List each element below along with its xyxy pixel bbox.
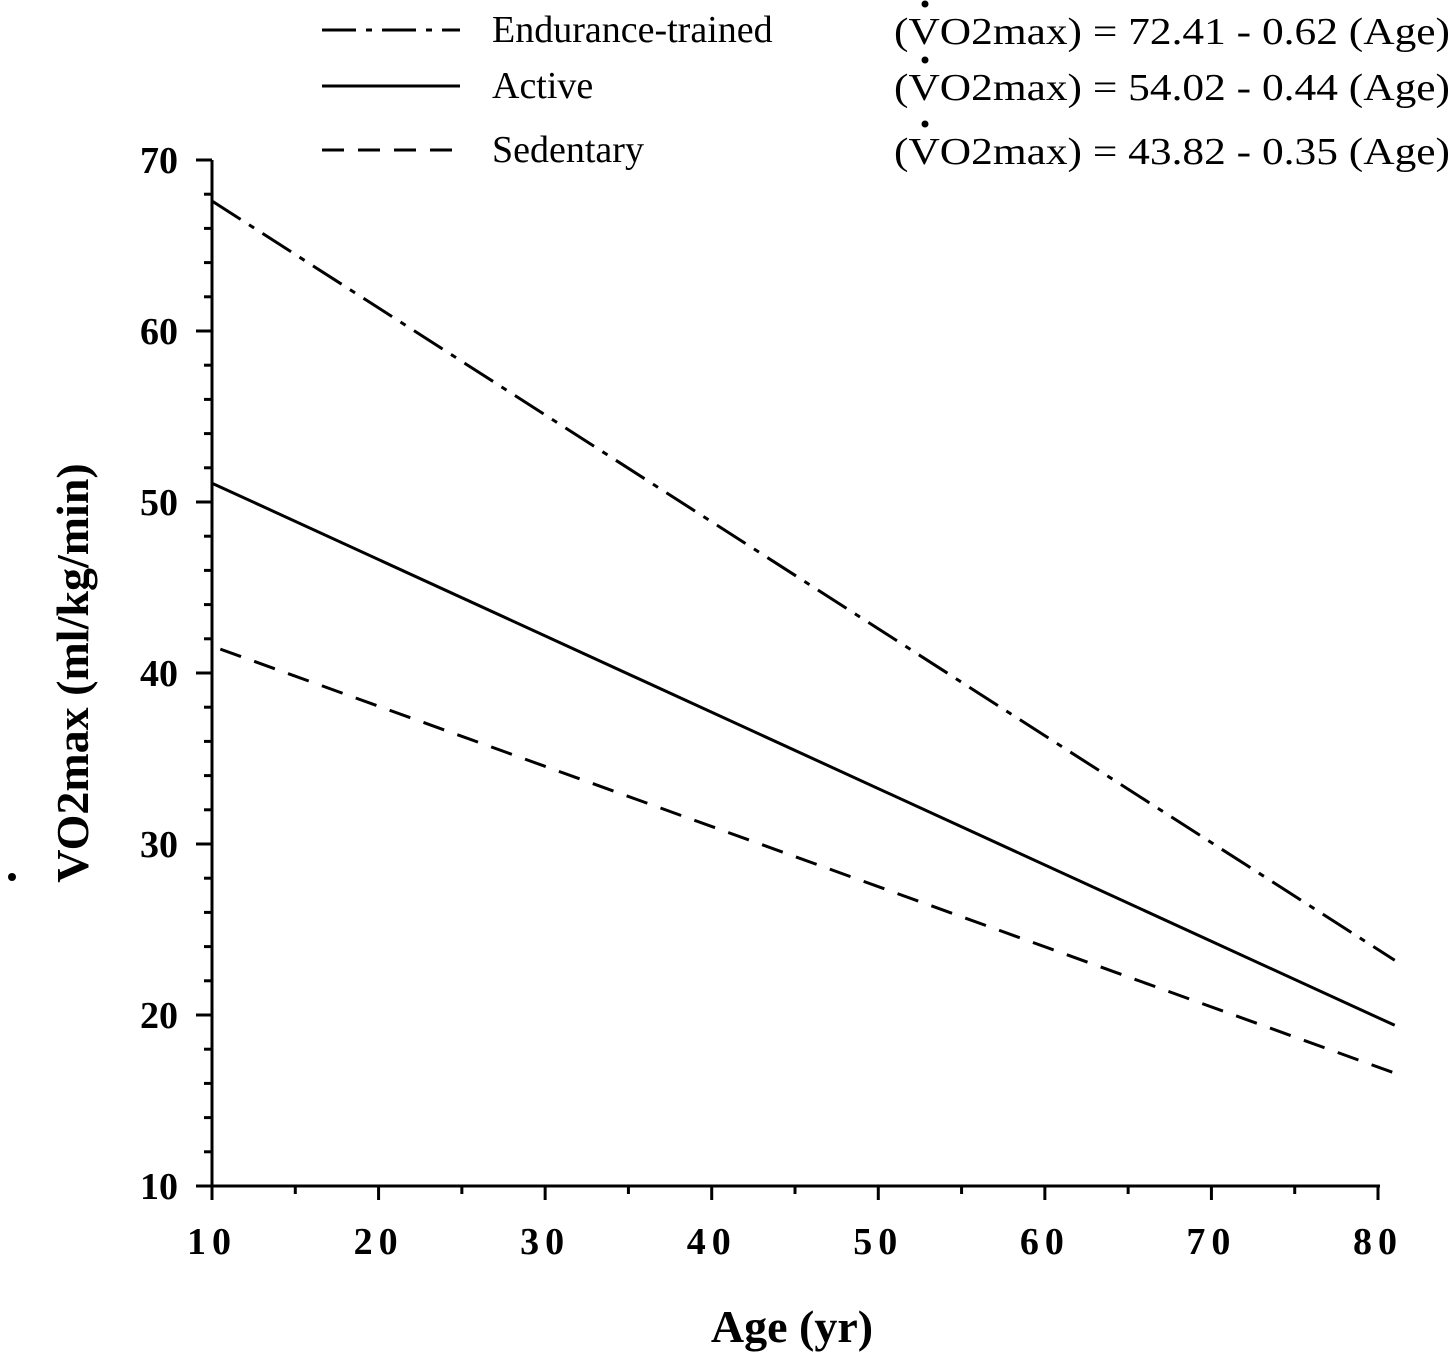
x-tick-label: 60 <box>1020 1221 1070 1263</box>
series-line-2 <box>211 481 1396 1027</box>
legend-equation: (VO2max) = 54.02 - 0.44 (Age) <box>894 67 1450 109</box>
x-axis-title: Age (yr) <box>711 1301 873 1352</box>
x-tick-label: 70 <box>1186 1221 1236 1263</box>
y-tick-label: 50 <box>140 482 178 524</box>
y-tick-label: 70 <box>140 140 178 182</box>
x-tick-label: 80 <box>1353 1221 1403 1263</box>
equation-dot-icon <box>921 0 929 8</box>
x-tick-label: 20 <box>354 1221 404 1263</box>
x-ticks <box>210 1186 1380 1200</box>
x-tick-label: 40 <box>687 1221 737 1263</box>
series-line-3 <box>219 647 1396 1075</box>
y-tick-label: 60 <box>140 311 178 353</box>
equation-dot-icon <box>921 56 929 64</box>
equation-dot-icon <box>921 120 929 128</box>
y-axis-title-dot-icon <box>8 873 16 881</box>
legend-equation: (VO2max) = 43.82 - 0.35 (Age) <box>894 131 1450 173</box>
legend: Endurance-trained (VO2max) = 72.41 - 0.62… <box>322 0 1450 173</box>
legend-label: Sedentary <box>492 129 644 171</box>
legend-equation: (VO2max) = 72.41 - 0.62 (Age) <box>894 11 1450 53</box>
x-tick-label: 10 <box>187 1221 237 1263</box>
y-axis-title-group: VO2max (ml/kg/min) <box>47 463 98 882</box>
y-ticks <box>196 158 212 1188</box>
x-tick-label: 50 <box>853 1221 903 1263</box>
y-tick-label: 30 <box>140 824 178 866</box>
y-tick-label: 10 <box>140 1166 178 1208</box>
legend-label: Endurance-trained <box>492 9 773 51</box>
y-tick-label: 40 <box>140 653 178 695</box>
x-tick-label: 30 <box>520 1221 570 1263</box>
y-tick-label: 20 <box>140 995 178 1037</box>
legend-label: Active <box>492 65 593 107</box>
y-axis-title: VO2max (ml/kg/min) <box>47 463 98 882</box>
series-line-1 <box>211 199 1396 962</box>
y-tick-labels: 10 20 30 40 50 60 70 <box>140 140 178 1208</box>
series-lines <box>211 199 1396 1075</box>
x-tick-labels: 10 20 30 40 50 60 70 80 <box>187 1221 1403 1263</box>
